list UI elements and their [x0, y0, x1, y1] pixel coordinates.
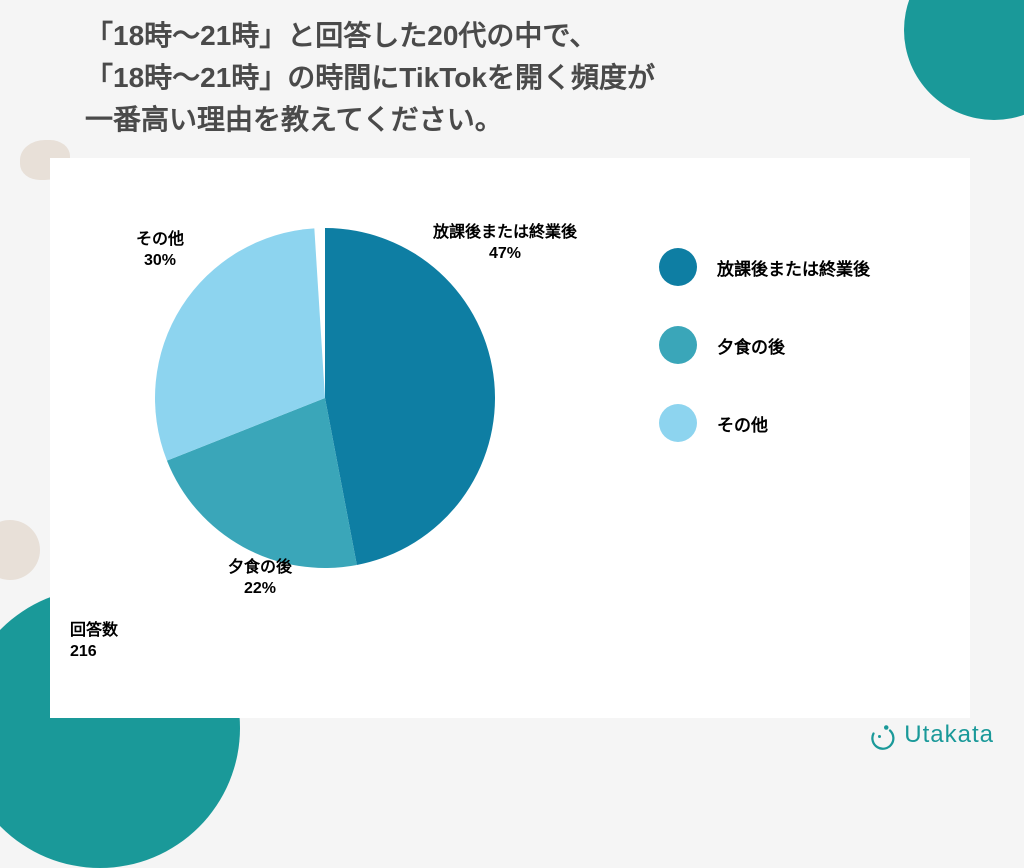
response-count-label: 回答数 — [70, 622, 118, 639]
legend-swatch-1 — [659, 248, 697, 286]
slice-label-2: 夕食の後 22% — [200, 558, 320, 600]
title-line-3: 一番高い理由を教えてください。 — [85, 99, 655, 141]
pie-svg — [155, 228, 495, 568]
slice-label-3: その他 30% — [110, 230, 210, 272]
legend-label-3: その他 — [717, 411, 768, 436]
legend-swatch-3 — [659, 404, 697, 442]
decoration-circle-top-right — [904, 0, 1024, 120]
pie-chart — [155, 228, 495, 568]
slice-label-1-pct: 47% — [489, 245, 521, 262]
response-count: 回答数 216 — [70, 621, 118, 663]
brand-logo: Utakata — [866, 720, 994, 750]
slice-label-2-text: 夕食の後 — [228, 559, 292, 576]
legend-item-3: その他 — [659, 404, 870, 442]
logo-icon — [866, 720, 896, 750]
response-count-value: 216 — [70, 643, 97, 660]
chart-container: 放課後または終業後 47% 夕食の後 22% その他 30% 回答数 216 放… — [50, 158, 970, 718]
title-line-1: 「18時〜21時」と回答した20代の中で、 — [85, 15, 655, 57]
legend-label-1: 放課後または終業後 — [717, 255, 870, 280]
legend: 放課後または終業後 夕食の後 その他 — [659, 248, 870, 442]
decoration-circle-mid-left — [0, 520, 40, 580]
pie-slice — [325, 228, 495, 565]
legend-item-2: 夕食の後 — [659, 326, 870, 364]
logo-text: Utakata — [904, 721, 994, 749]
legend-label-2: 夕食の後 — [717, 333, 785, 358]
legend-swatch-2 — [659, 326, 697, 364]
slice-label-3-text: その他 — [136, 231, 184, 248]
slice-label-2-pct: 22% — [244, 580, 276, 597]
slice-label-1-text: 放課後または終業後 — [433, 224, 577, 241]
legend-item-1: 放課後または終業後 — [659, 248, 870, 286]
slice-label-1: 放課後または終業後 47% — [405, 223, 605, 265]
chart-title: 「18時〜21時」と回答した20代の中で、 「18時〜21時」の時間にTikTo… — [85, 15, 655, 141]
slice-label-3-pct: 30% — [144, 252, 176, 269]
title-line-2: 「18時〜21時」の時間にTikTokを開く頻度が — [85, 57, 655, 99]
